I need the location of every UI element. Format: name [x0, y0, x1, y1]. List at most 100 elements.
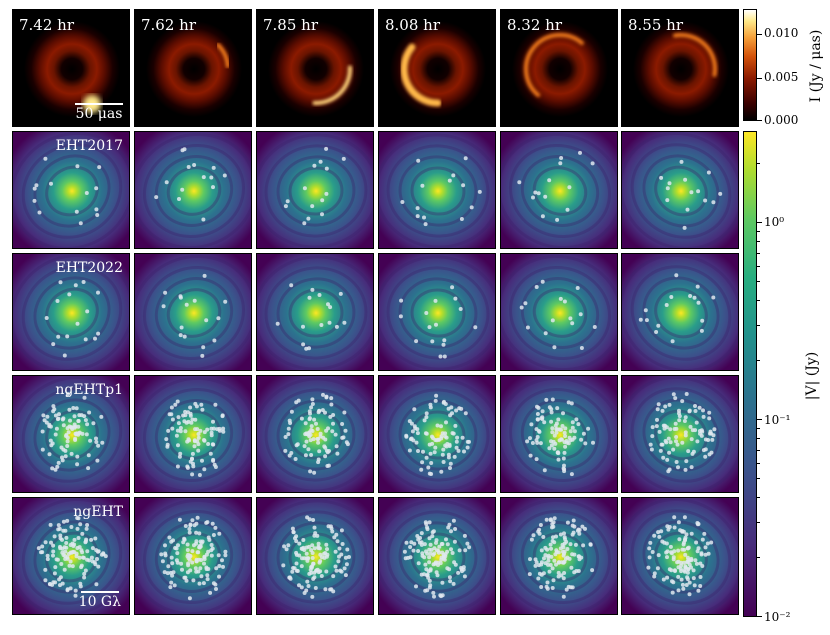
uv-point [166, 564, 171, 569]
uv-point [666, 436, 671, 441]
uv-point [652, 533, 657, 538]
uv-point [687, 558, 692, 563]
array-label: EHT2017 [55, 138, 123, 154]
uv-point [333, 432, 338, 437]
uv-point [529, 537, 534, 542]
uv-point [676, 588, 681, 593]
visibility-panel [378, 253, 496, 371]
uv-point [201, 581, 206, 586]
intensity-tick-label: 0.010 [764, 26, 799, 40]
uv-point [176, 421, 181, 426]
uv-point [76, 536, 81, 540]
uv-point [696, 189, 701, 194]
image-panel: 8.32 hr [500, 9, 618, 127]
uv-point [561, 466, 566, 471]
uv-point [659, 175, 664, 180]
visibility-colorbar-label: |V| (Jy) [804, 351, 820, 401]
uv-point [695, 522, 700, 527]
uv-point [546, 558, 551, 563]
uv-point [569, 472, 574, 477]
uv-point [89, 537, 94, 542]
uv-point [323, 587, 328, 592]
uv-point [301, 545, 306, 550]
uv-point [42, 418, 47, 423]
uv-point [48, 438, 53, 443]
uv-point [433, 398, 438, 403]
visibility-ripple [166, 288, 222, 338]
image-panel: 7.85 hr [256, 9, 374, 127]
uv-point [334, 532, 339, 537]
uv-point [539, 416, 544, 421]
uv-point [202, 561, 206, 566]
uv-point [220, 413, 225, 418]
visibility-panel [256, 253, 374, 371]
uv-point [659, 529, 664, 534]
uv-point [325, 450, 330, 455]
uv-point [441, 447, 446, 452]
image-scale-bar: 50 μas [75, 103, 123, 122]
uv-point [455, 435, 460, 440]
bright-arc [400, 43, 442, 107]
uv-point [540, 214, 545, 219]
uv-point [43, 540, 48, 545]
uv-point [562, 299, 567, 304]
uv-point [347, 555, 351, 559]
uv-point [419, 531, 424, 536]
uv-point [561, 456, 566, 461]
visibility-panel [621, 497, 739, 615]
visibility-ripple [520, 277, 600, 349]
uv-point [165, 571, 170, 576]
uv-point [533, 190, 538, 195]
uv-point [299, 416, 304, 421]
uv-point [549, 410, 554, 415]
uv-point [154, 195, 159, 200]
uv-point [85, 549, 90, 554]
visibility-ripple [532, 288, 588, 338]
uv-point [462, 449, 466, 454]
visibility-ripple [45, 165, 99, 217]
uv-point [656, 553, 661, 558]
uv-point [469, 205, 474, 210]
uv-point [682, 225, 687, 230]
uv-point [290, 569, 295, 574]
uv-point [416, 549, 421, 553]
uv-point [318, 569, 323, 574]
visibility-ripple [520, 155, 600, 227]
uv-point [320, 212, 324, 217]
uv-point [45, 553, 50, 558]
uv-point [324, 569, 329, 574]
uv-point [583, 441, 588, 446]
uv-point [53, 432, 58, 437]
uv-point [217, 564, 222, 568]
uv-point [65, 444, 70, 448]
uv-point [568, 438, 573, 443]
uv-point [185, 542, 190, 547]
uv-point [306, 447, 311, 452]
intensity-colorbar [743, 9, 757, 121]
uv-point [43, 156, 48, 161]
uv-point [62, 567, 67, 572]
uv-point [183, 575, 188, 580]
uv-point [672, 515, 677, 520]
uv-point [666, 469, 671, 474]
visibility-panel [134, 375, 252, 493]
uv-point [404, 540, 409, 545]
uv-point [72, 422, 77, 427]
uv-point [335, 451, 340, 456]
uv-point [439, 594, 444, 599]
uv-point [415, 431, 420, 436]
uv-point [693, 404, 697, 408]
uv-point [425, 588, 430, 593]
uv-point [447, 567, 452, 572]
uv-point [687, 580, 692, 585]
visibility-ripple [379, 255, 495, 370]
uv-point [670, 339, 675, 344]
uv-point [580, 524, 585, 529]
minor-tick [757, 231, 760, 232]
visibility-ripple [257, 499, 373, 614]
uv-point [703, 552, 708, 557]
uv-point [665, 575, 670, 580]
visibility-ripple [501, 132, 617, 248]
visibility-panel [621, 131, 739, 249]
uv-point [302, 221, 307, 226]
